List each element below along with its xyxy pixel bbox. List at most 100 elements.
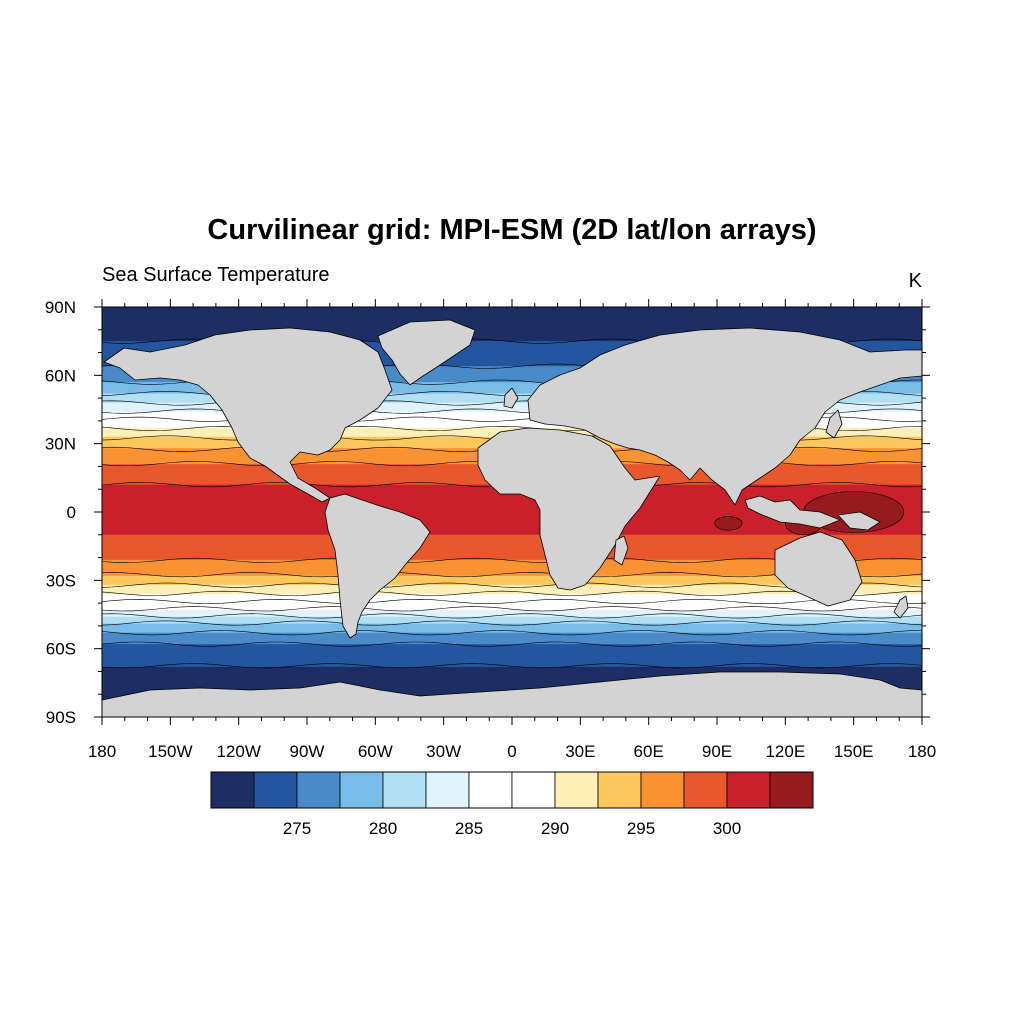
sst-band — [102, 320, 922, 324]
colorbar-swatch — [597, 771, 642, 809]
sst-band — [102, 587, 922, 591]
colorbar-label: 290 — [541, 819, 569, 838]
sst-band — [102, 309, 922, 313]
land-south-america — [324, 493, 431, 639]
colorbar-label: 275 — [283, 819, 311, 838]
colorbar-label: 280 — [369, 819, 397, 838]
sst-band — [102, 318, 922, 322]
sst-band — [102, 594, 922, 597]
sst-band — [102, 416, 922, 420]
sst-band — [102, 639, 922, 643]
contour-line — [102, 641, 922, 647]
sst-band — [102, 336, 922, 340]
sst-band — [102, 313, 922, 317]
colorbar-swatch — [210, 771, 255, 809]
sst-band — [102, 316, 922, 319]
sst-band — [102, 630, 922, 634]
sst-band — [102, 635, 922, 638]
sst-band — [102, 539, 922, 543]
x-tick-label: 60W — [358, 742, 393, 761]
sst-band — [102, 543, 922, 547]
main-title: Curvilinear grid: MPI-ESM (2D lat/lon ar… — [207, 214, 816, 246]
sst-band — [102, 632, 922, 636]
land-australia — [774, 531, 863, 607]
sst-band — [102, 329, 922, 333]
sst-band — [102, 379, 922, 383]
land-masses — [102, 319, 922, 717]
sst-band — [102, 334, 922, 338]
sst-band — [102, 621, 922, 625]
y-tick-label: 30N — [45, 435, 76, 454]
map-axes: 180 150W 120W 90W 60W 30W 0 30E 60E 90E 120E 150E 18… — [45, 298, 936, 761]
x-tick-label: 150E — [834, 742, 874, 761]
sst-band — [102, 357, 922, 360]
sst-band — [102, 311, 922, 315]
sst-band — [102, 662, 922, 666]
x-tick-label: 90W — [290, 742, 325, 761]
sst-band — [102, 496, 922, 499]
sst-band — [102, 553, 922, 556]
land-japan — [825, 409, 843, 439]
x-tick-label: 150W — [148, 742, 192, 761]
x-tick-label: 60E — [634, 742, 664, 761]
sst-band — [102, 682, 922, 686]
land-new-zealand — [893, 595, 909, 619]
sst-band — [102, 648, 922, 652]
colorbar-label: 285 — [455, 819, 483, 838]
sst-band — [102, 361, 922, 365]
colorbar-swatch — [253, 771, 298, 809]
sst-band — [102, 414, 922, 417]
x-tick-label: 90E — [702, 742, 732, 761]
sst-band — [102, 644, 922, 647]
sst-band — [102, 650, 922, 654]
y-tick-label: 90N — [45, 298, 76, 317]
sst-band — [102, 375, 922, 379]
land-indonesia — [744, 495, 841, 529]
colorbar-swatch — [511, 771, 556, 809]
sst-band — [102, 673, 922, 677]
sst-band — [102, 555, 922, 559]
sst-band — [102, 605, 922, 609]
x-tick-label: 180 — [88, 742, 116, 761]
sst-band — [102, 411, 922, 415]
contour-line — [102, 598, 922, 605]
colorbar-swatch — [726, 771, 771, 809]
sst-band — [102, 425, 922, 429]
contour-line — [102, 630, 922, 636]
sst-band — [102, 546, 922, 550]
colorbar-swatch — [425, 771, 470, 809]
sst-band — [102, 407, 922, 411]
sst-band — [102, 343, 922, 347]
y-tick-label: 60S — [46, 640, 76, 659]
sst-band — [102, 525, 922, 529]
sst-band — [102, 637, 922, 641]
sst-band — [102, 523, 922, 527]
sst-band — [102, 350, 922, 354]
sst-band — [102, 609, 922, 613]
colorbar-swatch — [468, 771, 513, 809]
sst-band — [102, 325, 922, 329]
sst-band — [102, 625, 922, 629]
sst-band — [102, 660, 922, 663]
land-madagascar — [613, 535, 629, 566]
sst-band — [102, 687, 922, 691]
sst-band — [102, 352, 922, 356]
map-plot — [102, 307, 922, 717]
sst-band — [102, 359, 922, 363]
colorbar: 275 280 285 290 295 300 — [210, 771, 814, 838]
sst-band — [102, 509, 922, 513]
colorbar-label: 300 — [713, 819, 741, 838]
colorbar-swatch — [683, 771, 728, 809]
sst-band — [102, 657, 922, 661]
sst-band — [102, 521, 922, 524]
land-eurasia — [527, 327, 922, 506]
sst-band — [102, 373, 922, 376]
sst-band — [102, 614, 922, 618]
x-tick-label: 30E — [565, 742, 595, 761]
sst-band — [102, 564, 922, 568]
sst-band — [102, 345, 922, 349]
y-tick-label: 30S — [46, 571, 76, 590]
colorbar-swatch — [554, 771, 599, 809]
sst-band — [102, 685, 922, 688]
land-antarctica — [102, 671, 922, 717]
